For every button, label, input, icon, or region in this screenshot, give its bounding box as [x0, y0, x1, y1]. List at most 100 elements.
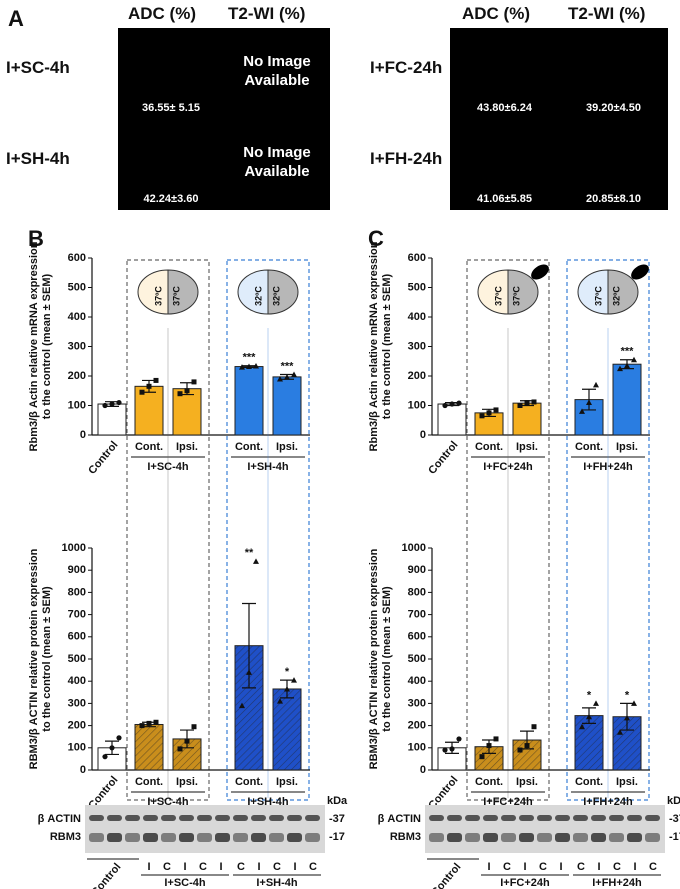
blot-band [627, 833, 642, 842]
data-point [284, 685, 290, 692]
blot-band [483, 815, 498, 821]
y-tick-label: 100 [408, 399, 426, 411]
data-point [253, 558, 259, 564]
data-point [102, 754, 108, 760]
data-point [191, 379, 197, 385]
y-tick-label: 600 [408, 252, 426, 264]
blot-band [555, 833, 570, 842]
y-tick-label: 800 [68, 586, 86, 598]
x-tick-label: Cont. [135, 441, 163, 453]
y-tick-label: 700 [68, 609, 86, 621]
blot-band [143, 833, 158, 842]
blot-row-label: β ACTIN [378, 813, 421, 825]
data-point [617, 729, 623, 735]
x-tick-label: Cont. [575, 441, 603, 453]
y-tick-label: 600 [408, 631, 426, 643]
y-tick-label: 600 [68, 252, 86, 264]
group-label: I+SH-4h [256, 877, 298, 889]
blot-row-label: RBM3 [50, 831, 81, 843]
data-point [246, 363, 252, 370]
lane-label: C [503, 861, 511, 873]
significance: *** [621, 346, 635, 358]
x-tick-label: Ipsi. [516, 776, 538, 788]
inset-left [237, 269, 269, 315]
data-point [493, 736, 499, 742]
blot-band [537, 833, 552, 842]
y-tick-label: 100 [68, 399, 86, 411]
data-point [253, 362, 259, 369]
blot-band [287, 815, 302, 821]
y-tick-label: 400 [408, 311, 426, 323]
data-point [531, 724, 537, 730]
adc-value: 36.55± 5.15 [141, 102, 201, 114]
group-box [466, 259, 550, 801]
x-tick-label: Ipsi. [516, 441, 538, 453]
y-tick-label: 300 [68, 697, 86, 709]
blot-band [125, 833, 140, 842]
lane-label: C [199, 861, 207, 873]
y-axis-label: to the control (mean ± SEM) [381, 273, 393, 419]
bar [512, 402, 542, 436]
blot-band [269, 833, 284, 842]
row-label: I+FC-24h [370, 58, 443, 77]
blot-band [215, 833, 230, 842]
blot-band [519, 833, 534, 842]
data-point [456, 736, 462, 742]
y-tick-label: 200 [68, 720, 86, 732]
data-point [102, 402, 108, 409]
y-axis-label: RBM3/β ACTIN relative protein expression [368, 548, 380, 769]
lane-label: I [523, 861, 526, 873]
blot-band [465, 833, 480, 842]
image-panel [118, 28, 330, 210]
blot-band [645, 833, 660, 842]
lane-label: C [539, 861, 547, 873]
x-tick-label: Control [426, 439, 460, 477]
adc-value: 43.80±6.24 [477, 102, 532, 114]
bar [272, 688, 302, 771]
data-point [517, 403, 523, 408]
data-point [593, 381, 599, 388]
data-point [191, 724, 197, 730]
significance: * [625, 689, 630, 701]
blot-band [447, 815, 462, 821]
t2-value: 20.85±8.10 [586, 193, 641, 205]
y-tick-label: 300 [408, 340, 426, 352]
lane-label: C [613, 861, 621, 873]
x-tick-label: Cont. [475, 441, 503, 453]
significance: *** [243, 352, 257, 364]
cooling-device [631, 264, 649, 280]
blot-band [305, 833, 320, 842]
bar [234, 366, 264, 436]
blot-band [429, 833, 444, 842]
lane-label: C [577, 861, 585, 873]
data-point [116, 735, 122, 741]
data-point [109, 401, 115, 407]
data-point [442, 747, 448, 753]
group-label: I+FH+24h [583, 796, 633, 808]
column-header: T2-WI (%) [568, 4, 646, 23]
x-tick-label: Cont. [575, 776, 603, 788]
inset-right [607, 269, 639, 315]
t2-value: 39.20±4.50 [586, 102, 641, 114]
data-point [579, 408, 585, 414]
x-tick-label: Ipsi. [276, 776, 298, 788]
data-point [291, 677, 297, 683]
y-tick-label: 100 [68, 742, 86, 754]
data-point [153, 719, 159, 725]
data-point [486, 410, 492, 416]
lane-label: I [633, 861, 636, 873]
data-point [184, 738, 190, 744]
column-header: ADC (%) [128, 4, 196, 23]
blot-band [233, 833, 248, 842]
y-tick-label: 500 [68, 653, 86, 665]
x-tick-label: Ipsi. [616, 441, 638, 453]
data-point [109, 745, 115, 751]
data-point [177, 391, 183, 397]
blot-band [573, 833, 588, 842]
blot-band [609, 833, 624, 842]
inset-temperature: 37ºC [493, 286, 503, 306]
blot-band [89, 815, 104, 821]
x-tick-label: Cont. [235, 441, 263, 453]
y-tick-label: 300 [408, 697, 426, 709]
data-point [277, 698, 283, 704]
